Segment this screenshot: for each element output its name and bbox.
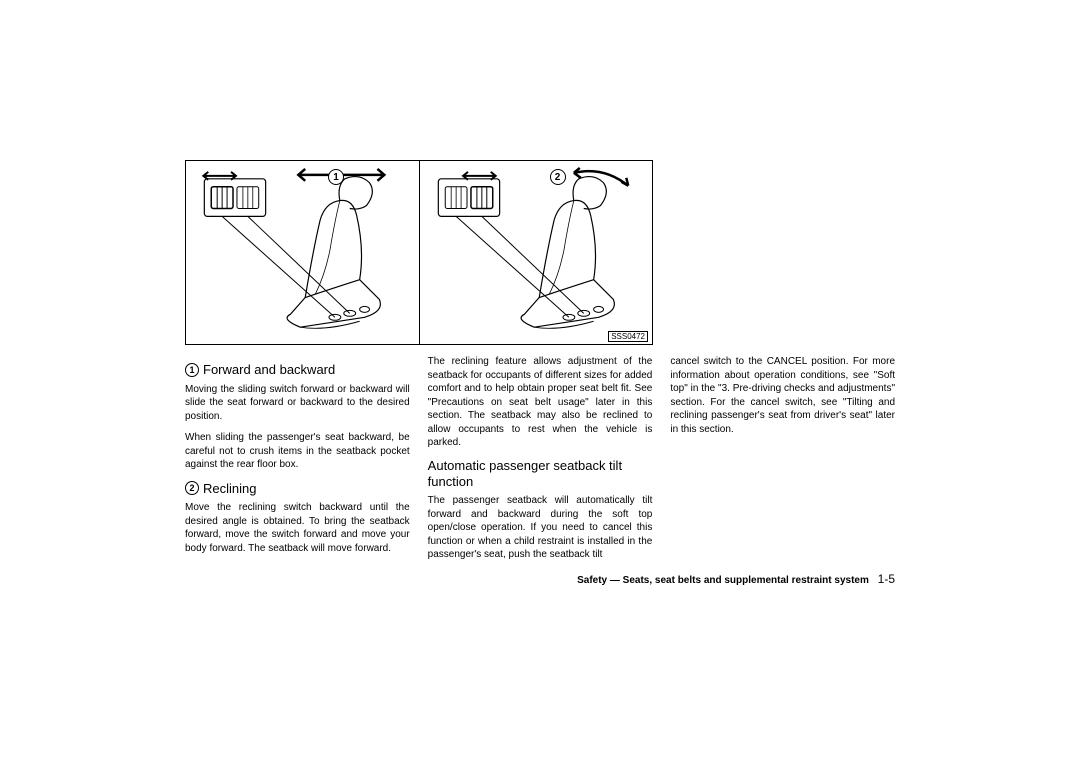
col1-p3: Move the reclining switch backward until… (185, 501, 410, 555)
figure-callout-1: 1 (328, 169, 344, 185)
figure-panel-2: 2 SSS0472 (420, 161, 653, 344)
col1-p2: When sliding the passenger's seat backwa… (185, 431, 410, 472)
col2-p2: The passenger seatback will automaticall… (428, 494, 653, 562)
col3-p1: cancel switch to the CANCEL position. Fo… (670, 355, 895, 436)
figure-panel-1: 1 (186, 161, 420, 344)
footer-page-number: 1-5 (878, 572, 895, 586)
heading-reclining: 2 Reclining (185, 480, 410, 498)
footer-section: Safety — Seats, seat belts and supplemen… (577, 575, 869, 586)
col2-p1: The reclining feature allows adjustment … (428, 355, 653, 450)
column-2: The reclining feature allows adjustment … (428, 355, 653, 570)
seat-diagram-2 (420, 161, 653, 344)
heading-1-text: Forward and backward (203, 361, 335, 379)
heading-2-text: Reclining (203, 480, 256, 498)
callout-1-text: 1 (333, 172, 339, 183)
seat-figure: 1 (185, 160, 653, 345)
column-3: cancel switch to the CANCEL position. Fo… (670, 355, 895, 570)
page-footer: Safety — Seats, seat belts and supplemen… (577, 572, 895, 586)
seat-diagram-1 (186, 161, 419, 344)
circled-2: 2 (185, 481, 199, 495)
heading-auto-tilt: Automatic passenger seatback tilt functi… (428, 458, 653, 491)
figure-callout-2: 2 (550, 169, 566, 185)
circled-1: 1 (185, 363, 199, 377)
column-1: 1 Forward and backward Moving the slidin… (185, 355, 410, 570)
figure-code: SSS0472 (608, 331, 648, 342)
heading-forward-backward: 1 Forward and backward (185, 361, 410, 379)
page-content: 1 (185, 160, 895, 570)
text-columns: 1 Forward and backward Moving the slidin… (185, 355, 895, 570)
col1-p1: Moving the sliding switch forward or bac… (185, 383, 410, 424)
callout-2-text: 2 (555, 172, 561, 183)
